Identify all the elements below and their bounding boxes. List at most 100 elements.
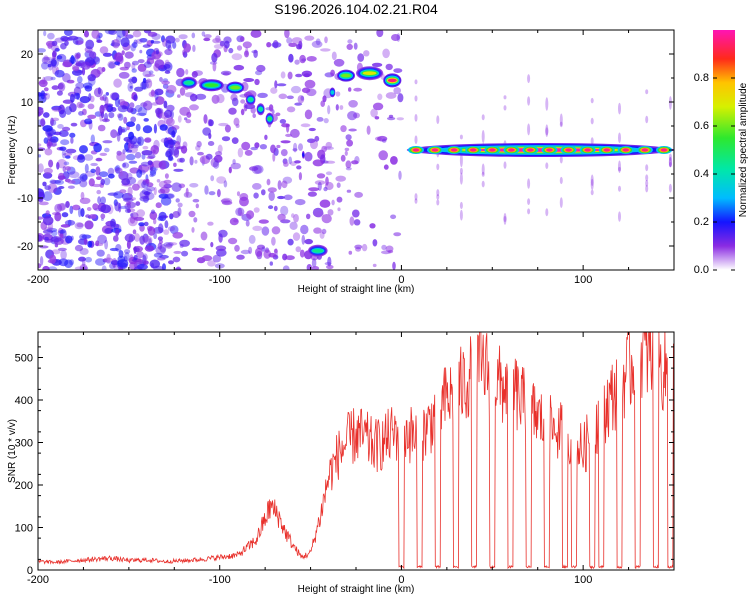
spectrogram-noise-cell <box>268 191 275 202</box>
spectrogram-noise-cell <box>91 30 100 39</box>
spectrogram-noise-cell <box>393 232 402 237</box>
spectrogram-noise-cell <box>459 172 463 185</box>
spectrogram-noise-cell <box>164 173 169 179</box>
spectrogram-noise-cell <box>62 73 71 83</box>
spectrogram-noise-cell <box>193 217 198 223</box>
spectrogram-noise-cell <box>388 114 394 119</box>
spectrogram-ridge <box>180 66 674 257</box>
spectrogram-noise-cell <box>183 43 191 53</box>
spectrogram-noise-cell <box>65 201 70 208</box>
spectrogram-noise-cell <box>175 198 180 203</box>
spectrogram-noise-cell <box>128 160 138 164</box>
spectrogram-noise-cell <box>172 41 177 49</box>
spectrogram-noise-cell <box>618 185 621 192</box>
spectrogram-noise-cell <box>323 118 329 124</box>
spectrogram-noise-cell <box>75 40 79 45</box>
spectrogram-noise-cell <box>94 243 104 247</box>
spectrogram-noise-cell <box>459 201 463 210</box>
spectrogram-noise-cell <box>354 191 363 198</box>
spectrogram-noise-cell <box>131 76 138 84</box>
spectrogram-noise-cell <box>390 156 398 165</box>
spectrogram-noise-cell <box>38 216 44 220</box>
spectrogram-noise-cell <box>253 207 260 213</box>
spectrogram-noise-cell <box>527 123 531 136</box>
spectrogram-noise-cell <box>124 249 131 254</box>
spectrogram-noise-cell <box>224 124 231 133</box>
spectrogram-noise-cell <box>346 43 353 51</box>
spectrogram-noise-cell <box>47 183 58 193</box>
spectrogram-noise-cell <box>85 256 92 263</box>
spectrogram-noise-cell <box>38 154 42 158</box>
spectrogram-noise-cell <box>286 106 296 113</box>
spectrogram-noise-cell <box>252 225 263 231</box>
spectrogram-noise-cell <box>124 208 131 214</box>
spectrogram-noise-cell <box>192 198 200 203</box>
spectrogram-noise-cell <box>459 134 463 140</box>
spectrogram-noise-cell <box>98 171 109 178</box>
spectrogram-noise-cell <box>142 80 151 83</box>
spectrogram-noise-cell <box>65 155 71 159</box>
spectrogram-noise-cell <box>43 167 53 175</box>
spectrogram-noise-cell <box>327 105 331 115</box>
spectrogram-noise-cell <box>149 259 161 269</box>
spectrogram-ridge-segment <box>383 73 402 88</box>
spectrogram-noise-cell <box>122 162 127 168</box>
spectrogram-noise-cell <box>48 159 54 168</box>
spectrogram-noise-cell <box>119 189 127 194</box>
spectrogram-noise-cell <box>88 51 97 59</box>
spectrogram-noise-cell <box>40 118 46 127</box>
spectrogram-noise-cell <box>312 207 324 218</box>
spectrogram-noise-cell <box>164 193 174 199</box>
spectrogram-noise-cell <box>340 125 347 133</box>
spectrogram-noise-cell <box>315 38 321 46</box>
spectrogram-noise-cell <box>211 94 220 104</box>
spectrogram-noise-cell <box>144 137 152 143</box>
spectrogram-noise-cell <box>393 87 402 95</box>
spectrogram-noise-cell <box>372 239 378 247</box>
spectrogram-noise-cell <box>181 250 189 257</box>
spectrogram-ridge-segment <box>265 112 274 125</box>
spectrogram-noise-cell <box>202 127 212 136</box>
spectrogram-y-tick-label: 0 <box>27 145 33 157</box>
spectrogram-noise-cell <box>314 135 320 142</box>
spectrogram-noise-cell <box>39 80 47 85</box>
spectrogram-noise-cell <box>142 77 147 84</box>
spectrogram-noise-cell <box>316 117 324 122</box>
spectrogram-noise-cell <box>57 247 67 252</box>
spectrogram-noise-cell <box>300 224 309 235</box>
spectrogram-noise-cell <box>165 40 172 49</box>
spectrogram-noise-cell <box>87 103 95 110</box>
spectrogram-noise-cell <box>139 224 145 232</box>
spectrogram-noise-cell <box>312 159 324 167</box>
spectrogram-noise-cell <box>189 93 198 102</box>
spectrogram-noise-cell <box>155 96 165 105</box>
spectrogram-noise-cell <box>146 186 156 192</box>
colorbar-tick-label: 0.2 <box>694 216 709 228</box>
spectrogram-noise-cell <box>295 246 302 253</box>
spectrogram-noise-cell <box>481 114 485 121</box>
spectrogram-noise-cell <box>228 166 232 174</box>
spectrogram-noise-cell <box>149 173 154 178</box>
spectrogram-noise-cell <box>503 161 507 169</box>
spectrogram-noise-cell <box>59 146 67 151</box>
spectrogram-noise-cell <box>62 166 66 173</box>
spectrogram-noise-cell <box>99 112 103 122</box>
spectrogram-noise-cell <box>147 154 156 159</box>
spectrogram-noise-cell <box>56 55 63 60</box>
colorbar: 0.0 0.2 0.4 0.6 0.8 Normalized spectral ampl… <box>694 30 749 276</box>
spectrogram-noise-cell <box>173 168 184 172</box>
spectrogram-noise-cell <box>271 226 281 235</box>
spectrogram-noise-cell <box>151 33 161 40</box>
spectrogram-noise-cell <box>266 42 272 48</box>
spectrogram-noise-cell <box>61 149 66 159</box>
spectrogram-noise-cell <box>292 232 301 241</box>
spectrogram-noise-cell <box>85 39 95 50</box>
spectrogram-noise-cell <box>668 153 672 161</box>
snr-y-ticks: 0 100 200 300 400 500 <box>15 346 674 577</box>
spectrogram-noise-cell <box>67 180 76 184</box>
spectrogram-noise-cell <box>148 70 154 75</box>
spectrogram-noise-cell <box>192 44 196 53</box>
spectrogram-noise-cell <box>242 41 252 49</box>
spectrogram-noise-cell <box>125 34 134 39</box>
spectrogram-noise-cell <box>351 160 359 165</box>
